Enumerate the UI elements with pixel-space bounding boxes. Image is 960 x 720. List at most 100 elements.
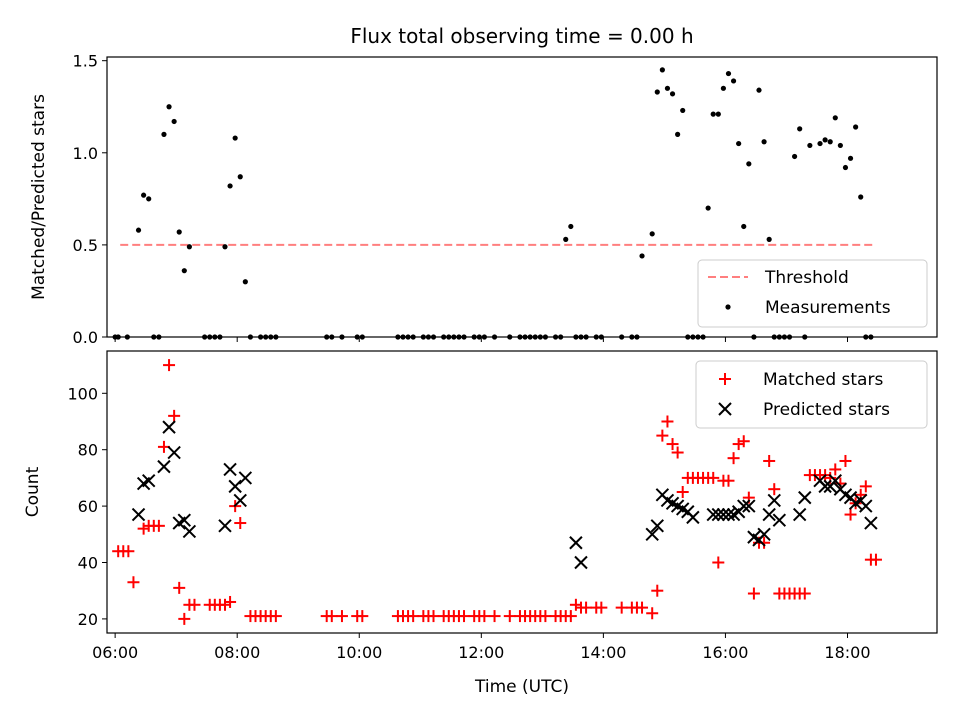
top-plot-marks [112,67,874,340]
matched-star-point [636,601,649,614]
x-tick-label: 06:00 [92,643,138,662]
matched-star-point [137,522,150,535]
measurement-point [807,142,813,149]
x-tick-label: 14:00 [580,643,626,662]
predicted-star-point [798,490,812,505]
predicted-star-point [716,507,731,522]
measurement-point [797,126,803,132]
top-legend: Threshold Measurements [697,259,928,328]
matched-star-point [712,556,725,569]
measurement-point [181,268,187,274]
predicted-star-point [742,499,756,513]
bottom-legend-box [695,360,928,429]
measurement-point [654,89,660,95]
predicted-star-point [228,479,242,494]
measurement-point [171,118,177,125]
y-tick-label: 60 [78,497,98,516]
predicted-star-point [721,507,736,522]
predicted-star-point [706,507,720,522]
top-x-ticks [114,337,848,342]
y-tick-label: 20 [78,610,98,629]
matched-star-point [356,610,369,623]
matched-star-point [224,595,237,608]
predicted-star-point [762,507,776,522]
matched-star-point [564,610,577,623]
matched-star-point [234,517,247,530]
measurement-point [659,67,665,73]
predicted-star-point [182,524,197,539]
measurement-point [563,236,569,242]
measurement-point [822,137,828,143]
legend-predicted-label: Predicted stars [763,400,890,420]
measurement-point [853,124,859,130]
matched-star-point [727,452,740,465]
matched-star-point [595,601,608,614]
measurement-point [741,223,747,230]
predicted-star-point [131,507,146,522]
measurement-point [669,91,676,97]
matched-star-point [569,598,582,611]
x-tick-label: 12:00 [458,643,504,662]
y-tick-label: 40 [78,554,98,573]
predicted-star-point [233,493,247,508]
predicted-star-point [864,516,878,530]
y-tick-label: 100 [67,384,98,403]
matched-star-point [768,483,781,496]
matched-star-point [178,612,191,625]
measurement-point [237,174,243,180]
x-tick-label: 08:00 [214,643,260,662]
y-tick-label: 1.0 [73,144,98,163]
measurement-point [832,115,838,121]
matched-star-point [737,435,750,448]
measurement-point [720,85,726,91]
predicted-star-point [711,507,726,522]
measurement-point [146,196,152,202]
measurement-point [766,236,772,242]
measurement-point [176,229,182,235]
matched-star-point [269,610,282,623]
measurement-point [837,142,843,149]
matched-star-point [218,598,231,611]
measurement-point [232,135,238,141]
bottom-panel: 20 40 60 80 100 06:00 08:00 10:00 12:00 14:00 16:… [23,350,938,697]
predicted-star-point [792,507,807,522]
matched-star-point [188,598,201,611]
matched-star-point [646,607,659,620]
matched-star-point [127,576,140,589]
bottom-x-ticks: 06:00 08:00 10:00 12:00 14:00 16:00 18:00 [92,633,871,662]
matched-star-point [427,610,440,623]
x-tick-label: 18:00 [824,643,870,662]
matched-star-point [407,610,420,623]
bottom-axes-frame [106,350,938,634]
bottom-y-ticks: 20 40 60 80 100 [67,384,107,629]
legend-measurements-label: Measurements [765,298,891,318]
chart-title: Flux total observing time = 0.00 h [350,24,693,48]
matched-star-point [722,474,735,487]
matched-star-point [335,610,348,623]
predicted-star-point [574,555,588,570]
predicted-star-point [177,513,192,527]
matched-star-point [747,587,760,600]
matched-star-point [122,545,135,558]
measurement-point [227,183,233,189]
measurement-point [858,194,864,200]
matched-star-point [488,610,501,623]
predicted-star-point [737,499,751,513]
measurement-point [680,107,686,114]
measurement-point [705,205,711,211]
matched-star-point [152,519,165,532]
legend-matched-swatch [719,373,731,385]
predicted-star-point [818,479,832,494]
top-legend-box [697,259,928,328]
measurement-point [166,104,172,110]
matched-star-point [163,359,176,372]
predicted-star-point [757,527,771,542]
x-axis-label: Time (UTC) [474,677,569,697]
x-tick-label: 10:00 [336,643,382,662]
measurement-point [222,244,228,250]
bottom-y-axis-label: Count [23,466,43,517]
matched-star-point [168,409,181,422]
legend-measurements-swatch [725,304,731,310]
